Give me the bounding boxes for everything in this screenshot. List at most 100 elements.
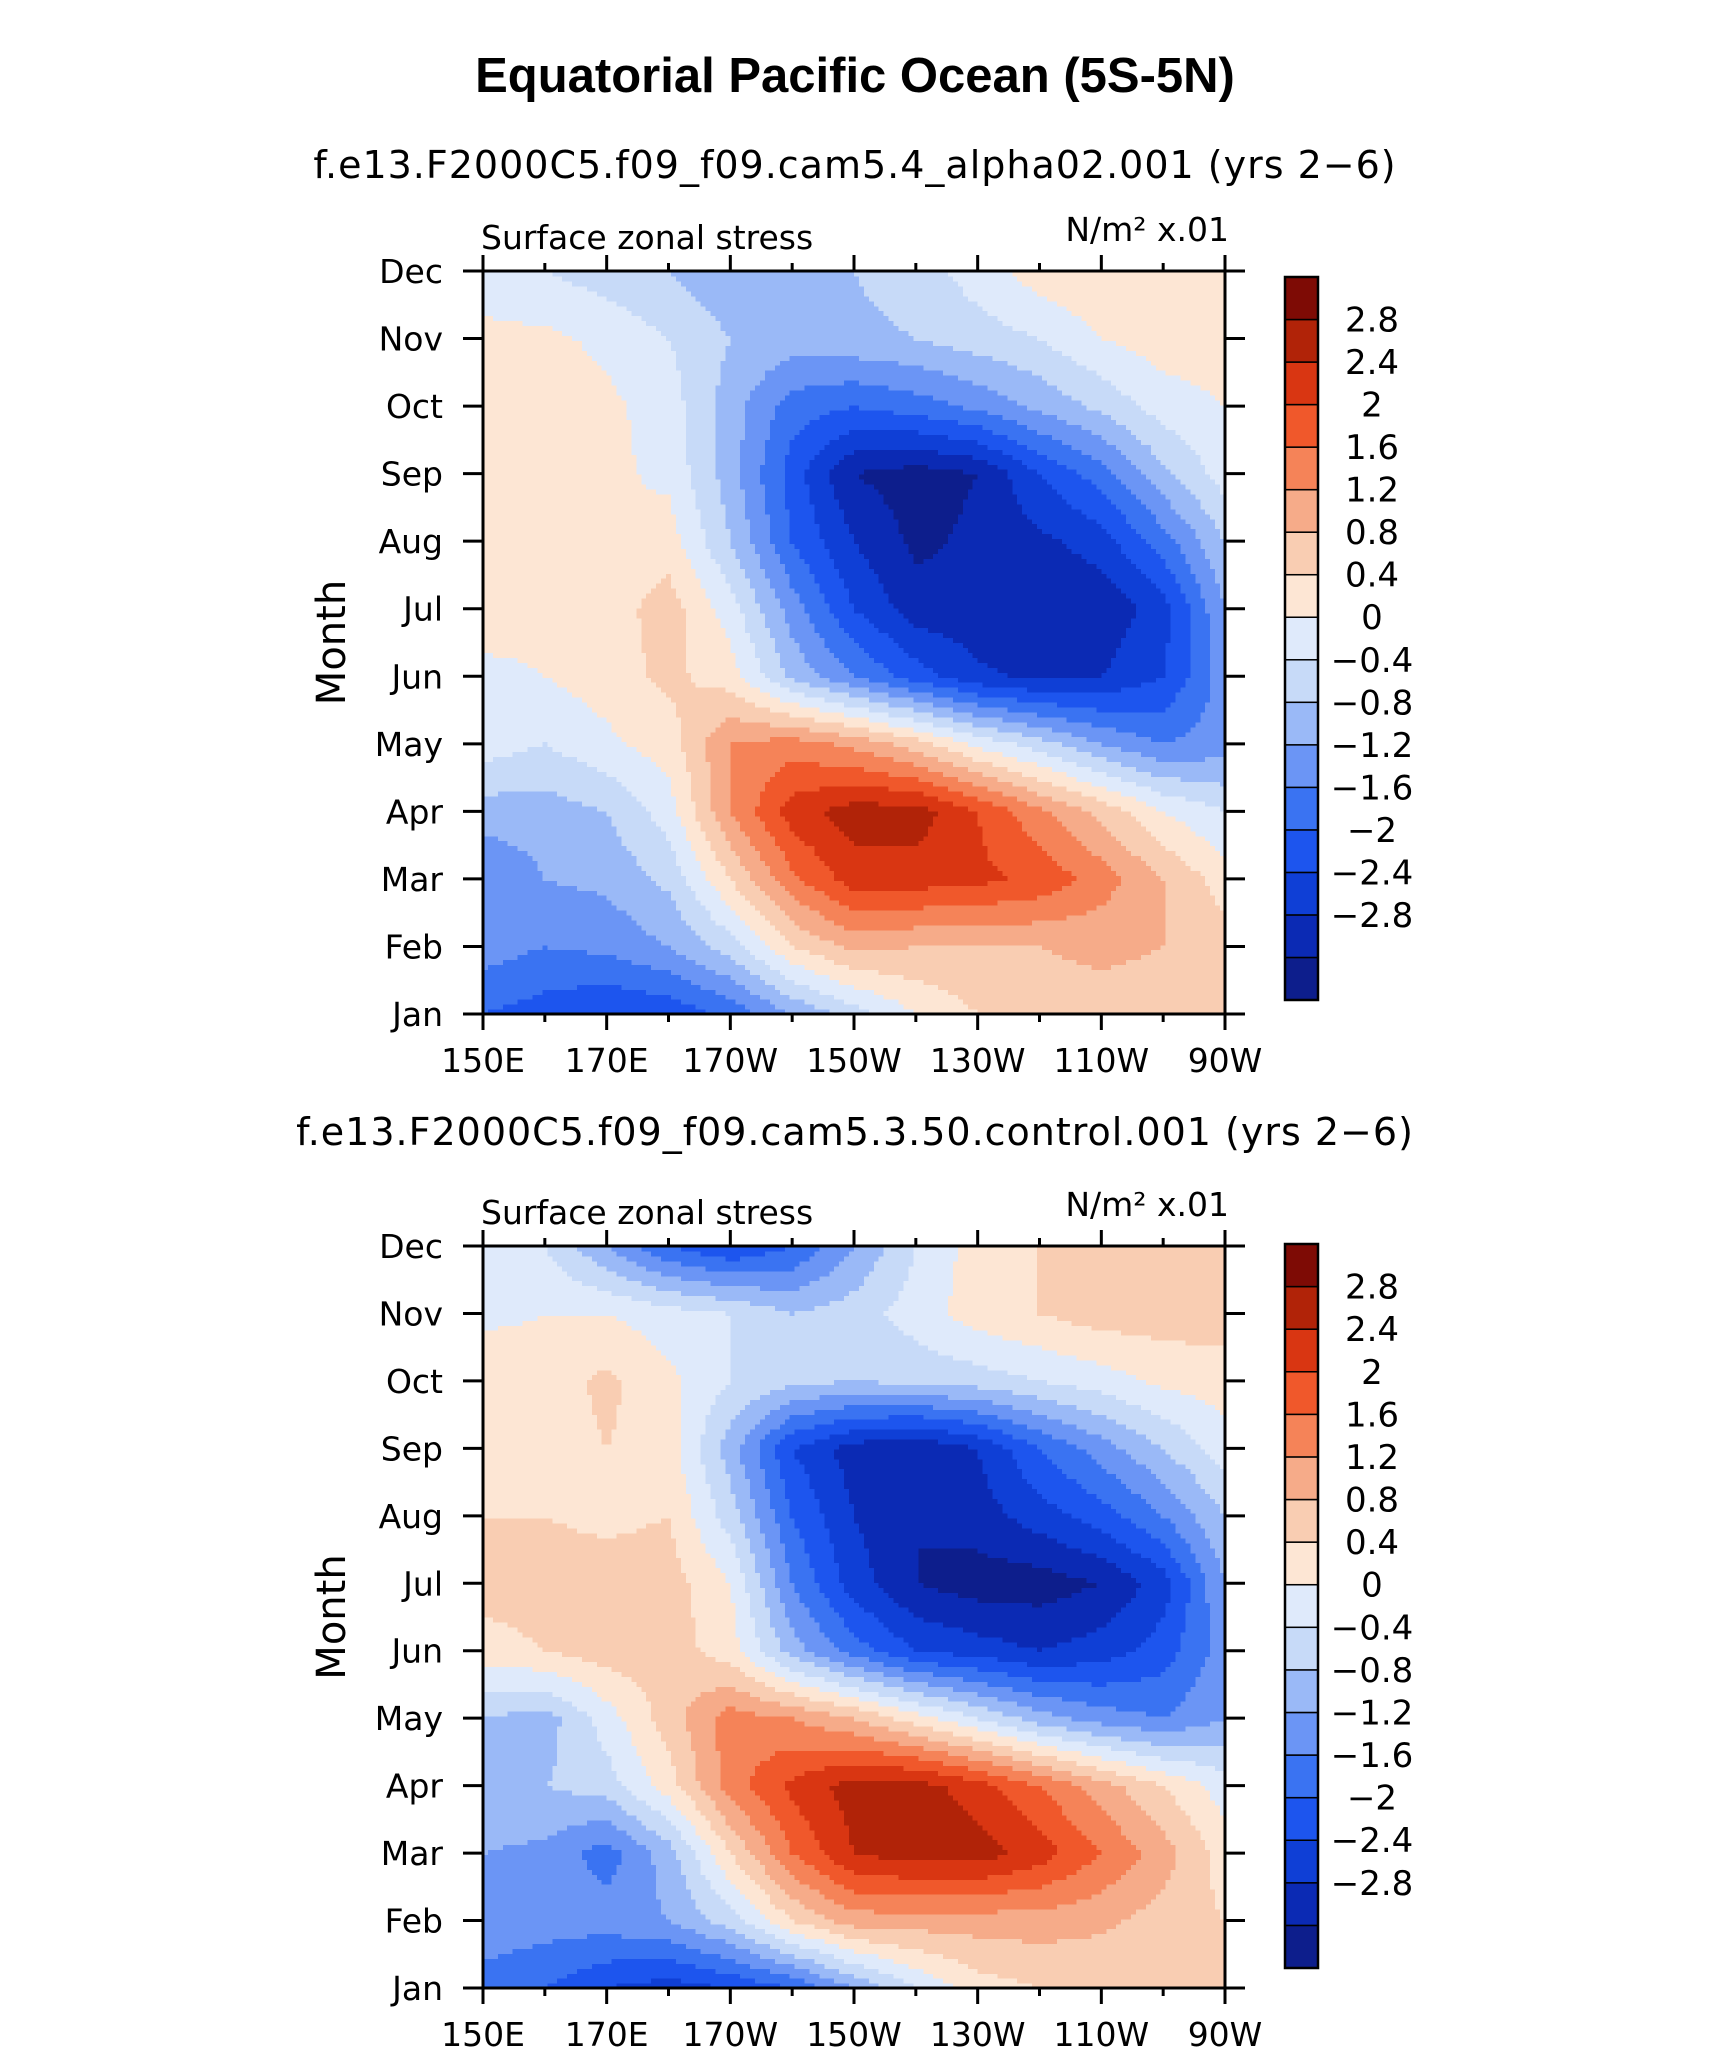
contour-cell: [1061, 756, 1107, 762]
contour-cell: [483, 1508, 692, 1514]
contour-cell: [1091, 766, 1137, 772]
contour-cell: [1140, 1849, 1177, 1856]
contour-cell: [863, 1280, 905, 1287]
contour-cell: [888, 1315, 954, 1321]
contour-cell: [789, 523, 820, 530]
contour-cell: [483, 345, 583, 351]
contour-cell: [873, 1260, 914, 1267]
contour-cell: [858, 1636, 905, 1643]
contour-cell: [695, 1804, 717, 1811]
contour-cell: [576, 885, 662, 891]
contour-cell: [794, 919, 835, 926]
contour-cell: [483, 1349, 662, 1356]
contour-cell: [591, 706, 677, 713]
contour-cell: [616, 1864, 657, 1870]
contour-cell: [1091, 1839, 1132, 1846]
contour-cell: [641, 1330, 731, 1336]
y-tick-label: Sep: [381, 1429, 443, 1468]
contour-cell: [483, 1800, 618, 1806]
contour-cell: [977, 300, 1058, 307]
contour-cell: [611, 1765, 647, 1771]
contour-cell: [764, 1433, 786, 1440]
contour-cell: [1170, 622, 1191, 629]
contour-cell: [735, 1612, 751, 1618]
contour-cell: [740, 474, 761, 480]
contour-cell: [675, 523, 702, 530]
contour-cell: [769, 1488, 786, 1494]
contour-cell: [1032, 518, 1097, 525]
contour-cell: [685, 1720, 717, 1727]
contour-cell: [572, 280, 682, 287]
contour-cell: [596, 766, 662, 772]
contour-cell: [715, 1800, 736, 1806]
contour-cell: [720, 1765, 756, 1771]
contour-cell: [804, 558, 835, 564]
contour-cell: [1155, 1780, 1201, 1786]
contour-cell: [933, 1725, 979, 1732]
contour-cell: [1121, 791, 1162, 797]
contour-cell: [483, 1260, 558, 1267]
contour-cell: [705, 1478, 731, 1485]
contour-cell: [784, 1676, 825, 1682]
contour-cell: [483, 850, 529, 857]
contour-cell: [784, 464, 811, 470]
contour-cell: [483, 845, 519, 852]
contour-cell: [1131, 558, 1167, 564]
contour-cell: [755, 1903, 776, 1910]
contour-cell: [1135, 612, 1172, 619]
contour-cell: [804, 692, 850, 698]
contour-cell: [1185, 1463, 1221, 1470]
contour-cell: [680, 1374, 731, 1381]
colorbar-swatch: [1284, 744, 1319, 789]
contour-cell: [1081, 449, 1122, 455]
contour-cell: [1210, 1869, 1225, 1875]
contour-cell: [1012, 483, 1053, 490]
contour-cell: [1002, 1429, 1043, 1435]
contour-cell: [789, 583, 820, 589]
contour-cell: [646, 652, 687, 658]
contour-cell: [760, 474, 786, 480]
contour-cell: [933, 692, 979, 698]
contour-cell: [784, 474, 806, 480]
contour-cell: [631, 1834, 662, 1841]
y-tick-label: Apr: [386, 1767, 444, 1806]
contour-cell: [483, 474, 642, 480]
contour-cell: [938, 1661, 1028, 1668]
contour-cell: [913, 1720, 959, 1727]
contour-cell: [883, 1587, 939, 1593]
contour-cell: [1116, 835, 1157, 842]
contour-cell: [483, 751, 514, 758]
contour-cell: [774, 1513, 791, 1519]
contour-cell: [774, 543, 796, 549]
contour-cell: [710, 1483, 731, 1489]
contour-cell: [1076, 1384, 1162, 1391]
contour-cell: [661, 1790, 687, 1796]
contour-cell: [690, 464, 717, 470]
contour-cell: [809, 1612, 840, 1618]
contour-cell: [483, 1602, 692, 1608]
contour-cell: [1210, 647, 1225, 653]
contour-cell: [705, 741, 731, 748]
contour-cell: [1101, 488, 1132, 495]
contour-cell: [829, 1636, 860, 1643]
contour-cell: [799, 642, 825, 649]
contour-cell: [685, 647, 731, 653]
y-tick-label: Jul: [401, 590, 443, 629]
contour-cell: [760, 1829, 786, 1836]
contour-cell: [764, 1800, 796, 1806]
contour-cell: [675, 1765, 697, 1771]
contour-cell: [680, 1414, 707, 1420]
contour-cell: [764, 1478, 786, 1485]
colorbar-label: −2.8: [1331, 1864, 1414, 1904]
contour-cell: [957, 419, 1018, 426]
contour-cell: [997, 1730, 1038, 1737]
contour-cell: [675, 850, 697, 857]
colorbar-swatch: [1284, 403, 1319, 448]
contour-cell: [730, 1849, 751, 1856]
contour-cell: [834, 1542, 865, 1549]
contour-cell: [483, 1414, 598, 1420]
contour-cell: [755, 652, 781, 658]
contour-cell: [616, 384, 682, 391]
contour-cell: [690, 924, 726, 931]
contour-cell: [651, 1710, 687, 1717]
